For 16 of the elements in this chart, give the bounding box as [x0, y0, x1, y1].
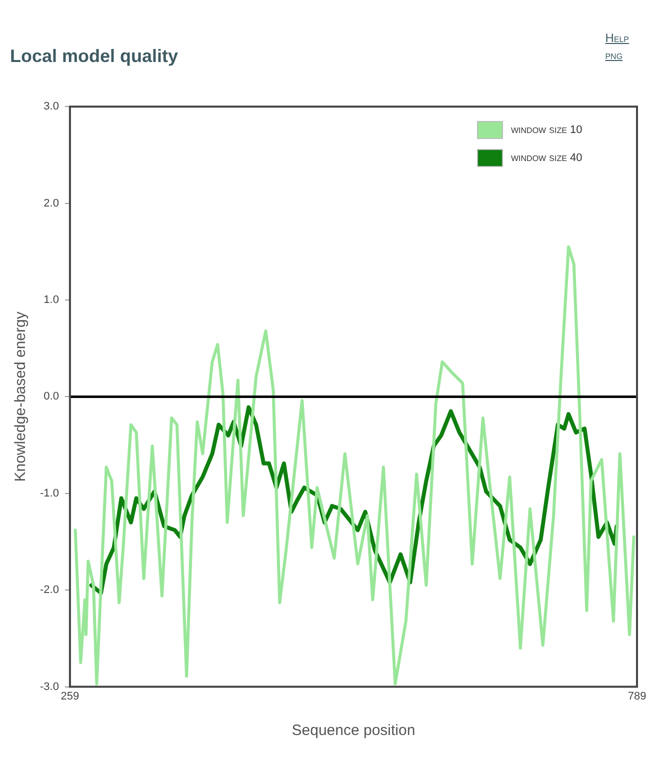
y-tick-label: -3.0 [40, 680, 59, 693]
x-tick-label: 259 [60, 690, 80, 702]
x-axis-title: Sequence position [292, 722, 416, 740]
legend-label: window size 10 [511, 124, 582, 136]
x-tick-label: 789 [628, 690, 646, 702]
y-tick-label: 2.0 [44, 197, 59, 210]
chart-title: Local model quality [10, 46, 178, 67]
y-tick-label: 3.0 [44, 100, 59, 113]
y-tick-label: 0.0 [44, 390, 59, 403]
y-axis-title: Knowledge-based energy [12, 311, 30, 482]
text: png [605, 47, 624, 64]
y-tick-label: -1.0 [40, 487, 59, 500]
text: Help [605, 30, 629, 47]
legend-label: window size 40 [511, 152, 582, 164]
y-tick-label: -2.0 [40, 584, 59, 596]
y-tick-label: 1.0 [44, 294, 59, 306]
